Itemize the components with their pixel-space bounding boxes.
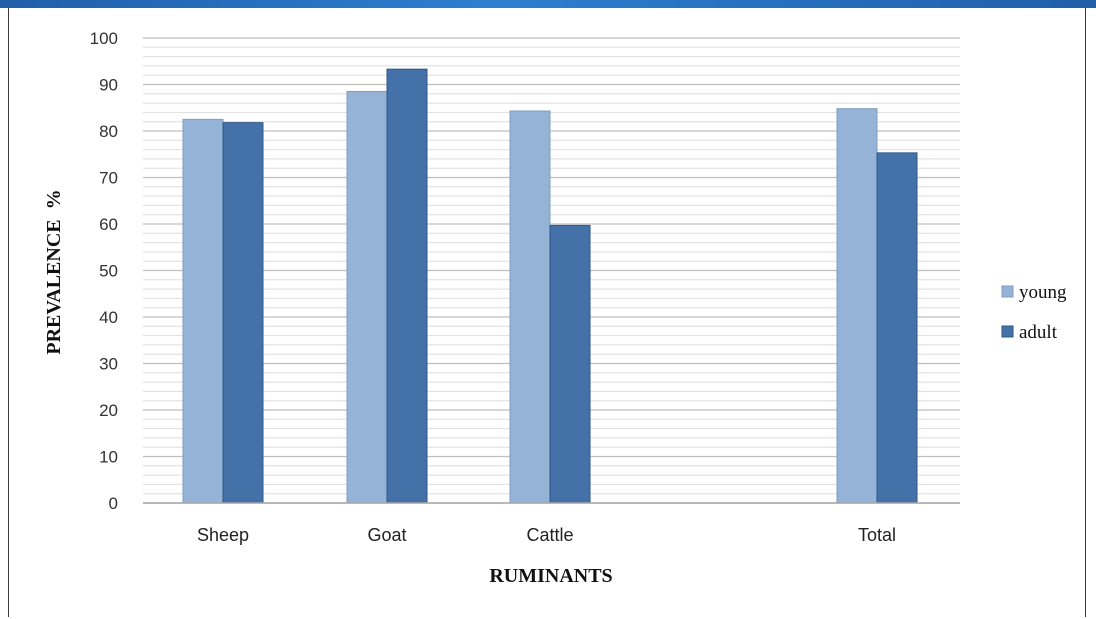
x-axis-categories: Sheep Goat Cattle Total [197,525,896,545]
bars [182,68,918,504]
legend: young adult [1001,282,1067,343]
legend-label-adult: adult [1019,322,1058,343]
x-category-label: Total [858,525,896,545]
y-tick-label: 60 [99,215,118,234]
y-axis-ticks: 0 10 20 30 40 50 60 70 80 90 100 [90,29,118,513]
bar-adult-sheep [222,122,264,504]
y-tick-label: 90 [99,76,118,95]
bar-young-goat [346,90,388,504]
x-axis-title: RUMINANTS [489,565,612,587]
chart-frame [8,8,1086,617]
y-tick-label: 100 [90,29,118,48]
bar-adult-total [876,152,918,504]
legend-swatch-adult [1001,325,1014,338]
y-tick-label: 10 [99,448,118,467]
y-tick-label: 0 [109,494,118,513]
legend-swatch-young [1001,285,1014,298]
legend-label-young: young [1019,282,1067,303]
bar-young-cattle [509,110,551,504]
y-tick-label: 50 [99,262,118,281]
y-tick-label: 70 [99,169,118,188]
x-category-label: Sheep [197,525,249,545]
bar-young-total [836,108,878,504]
bar-adult-goat [386,68,428,504]
y-tick-label: 20 [99,401,118,420]
bar-adult-cattle [549,224,591,504]
x-category-label: Goat [367,525,406,545]
bar-young-sheep [182,118,224,504]
y-tick-label: 80 [99,122,118,141]
top-border-band [0,0,1096,8]
y-tick-label: 40 [99,308,118,327]
y-axis-title: PREVALENCE % [43,189,65,354]
y-tick-label: 30 [99,355,118,374]
x-category-label: Cattle [526,525,573,545]
